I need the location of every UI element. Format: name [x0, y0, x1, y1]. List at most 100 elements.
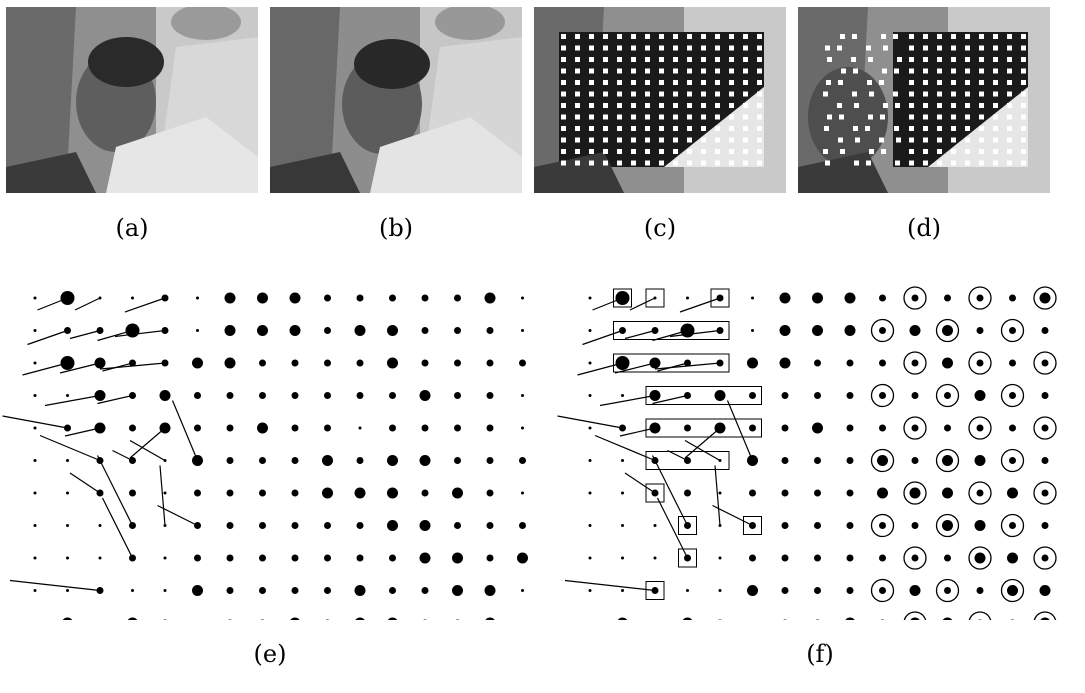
motion-dot [389, 294, 396, 302]
grid-marker [951, 91, 956, 97]
grid-marker [937, 160, 942, 166]
reliable-ring [870, 318, 895, 343]
grid-marker [743, 91, 748, 97]
motion-dot [159, 390, 171, 401]
motion-dot [419, 390, 431, 401]
motion-dot [814, 587, 821, 594]
motion-dot [942, 325, 953, 336]
grid-marker [645, 80, 650, 85]
motion-dot [588, 361, 592, 365]
grid-marker [866, 45, 871, 51]
grid-marker [923, 114, 928, 120]
grid-marker [909, 34, 914, 39]
grid-marker [937, 34, 942, 39]
grid-marker [979, 57, 984, 62]
grid-marker [937, 103, 942, 108]
grid-marker [1007, 57, 1012, 62]
grid-marker [1007, 34, 1012, 39]
grid-marker [659, 80, 664, 85]
grid-marker [631, 160, 636, 166]
grid-marker [1007, 91, 1012, 97]
motion-dot [588, 491, 592, 495]
grid-marker [896, 137, 901, 143]
motion-dot [942, 520, 953, 531]
motion-dot [356, 294, 364, 302]
grid-marker [743, 34, 748, 39]
reliable-ring [903, 286, 927, 310]
motion-dot [419, 552, 431, 564]
motion-dot [846, 554, 854, 562]
grid-marker [1021, 149, 1026, 154]
grid-marker [895, 160, 900, 166]
grid-marker [909, 80, 914, 85]
grid-marker [715, 45, 720, 51]
grid-marker [823, 149, 828, 154]
motion-dot [291, 457, 299, 464]
grid-marker [854, 103, 859, 108]
motion-vector [582, 329, 623, 346]
grid-marker [715, 103, 720, 108]
grid-marker [561, 57, 566, 62]
grid-marker [923, 45, 928, 51]
motion-dot [291, 522, 299, 529]
motion-dot [387, 325, 398, 336]
motion-dot [259, 554, 266, 562]
motion-dot [66, 459, 69, 462]
motion-vector [101, 497, 134, 559]
motion-dot [846, 457, 854, 464]
motion-dot [486, 359, 494, 367]
grid-marker [979, 80, 984, 85]
grid-marker [826, 80, 831, 85]
grid-marker [589, 34, 594, 39]
motion-dot [324, 294, 331, 302]
motion-dot [942, 617, 953, 629]
grid-marker [673, 91, 678, 97]
outlier-box [645, 483, 665, 503]
outlier-box [645, 451, 730, 470]
motion-dot [354, 325, 366, 336]
grid-marker [561, 80, 566, 85]
grid-marker [757, 149, 762, 154]
motion-dot [259, 587, 266, 594]
grid-marker [589, 103, 594, 108]
motion-dot [779, 325, 791, 336]
outlier-box [613, 321, 730, 340]
grid-marker [701, 149, 706, 154]
motion-vector [27, 329, 68, 346]
motion-vector [9, 579, 101, 592]
grid-marker [617, 103, 622, 108]
grid-marker [1007, 114, 1012, 120]
grid-marker [965, 68, 970, 74]
grid-marker [894, 68, 899, 74]
grid-marker [881, 149, 886, 154]
grid-marker [729, 45, 734, 51]
motion-dot [814, 392, 821, 399]
grid-marker [729, 34, 734, 39]
grid-marker [715, 34, 720, 39]
grid-marker [729, 91, 734, 97]
grid-marker [825, 45, 830, 51]
motion-dot [749, 489, 756, 497]
reliable-ring [968, 351, 992, 375]
grid-marker [743, 149, 748, 154]
motion-dot [1041, 359, 1049, 367]
motion-dot [454, 359, 461, 367]
motion-dot [259, 522, 266, 529]
motion-dot [781, 457, 789, 464]
grid-marker [715, 68, 720, 74]
grid-marker [743, 137, 748, 143]
grid-marker [701, 80, 706, 85]
motion-vector [629, 297, 656, 311]
motion-vector [96, 455, 134, 526]
motion-dot [812, 292, 823, 304]
motion-dot [354, 617, 366, 629]
grid-marker [1021, 45, 1026, 51]
motion-dot [521, 296, 524, 300]
motion-dot [1041, 424, 1049, 432]
motion-dot [486, 327, 494, 334]
motion-dot [196, 329, 199, 332]
motion-dot [454, 522, 461, 529]
grid-marker [631, 137, 636, 143]
motion-dot [389, 424, 396, 432]
grid-marker [631, 45, 636, 51]
